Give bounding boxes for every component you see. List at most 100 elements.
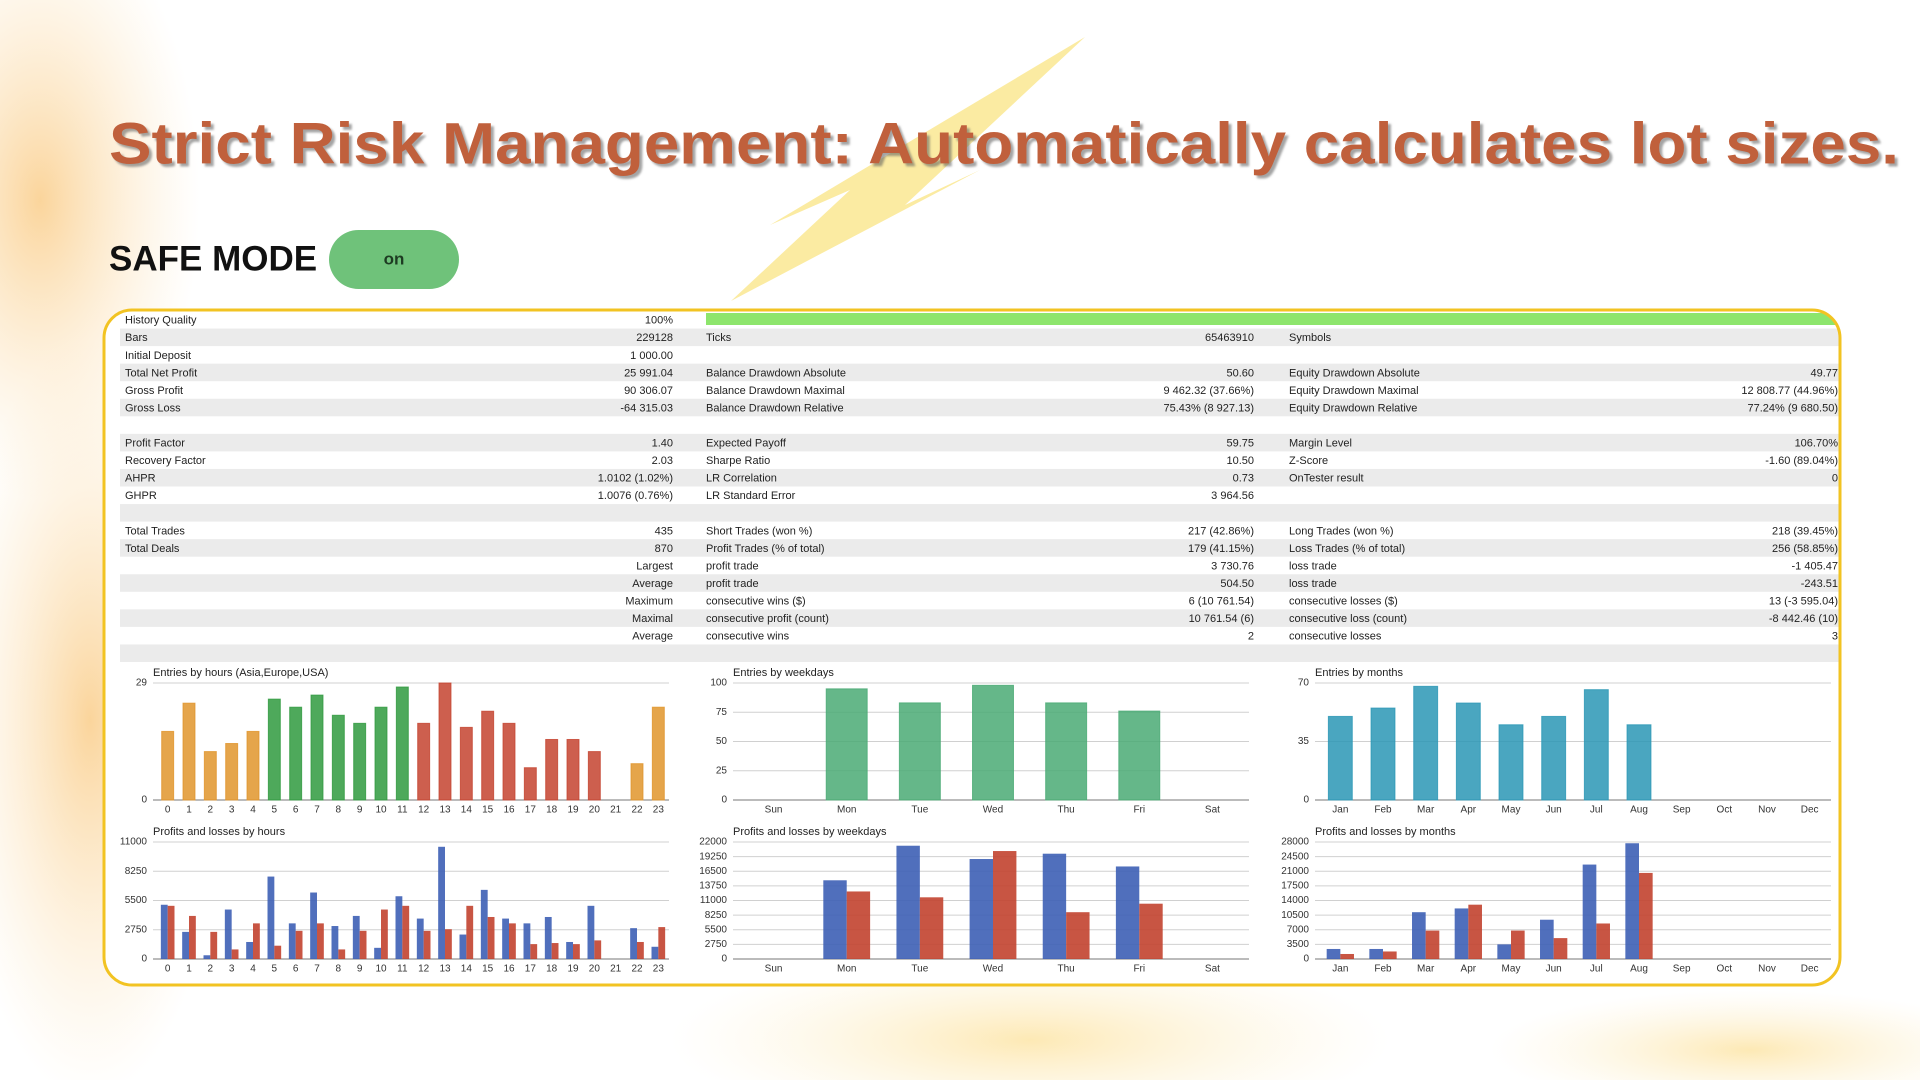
chart: Profits and losses by months 0 3500 7000 105… <box>1281 826 1831 975</box>
x-tick-label: Wed <box>983 805 1003 816</box>
report-label: consecutive losses <box>1289 631 1382 643</box>
row-stripe <box>120 539 1840 557</box>
bar <box>630 763 644 801</box>
bar <box>352 915 360 959</box>
x-tick-label: 7 <box>314 964 320 975</box>
bar <box>487 916 495 959</box>
bar <box>402 905 410 959</box>
chart-title: Entries by hours (Asia,Europe,USA) <box>153 667 328 679</box>
report-value: 3 <box>1832 631 1838 643</box>
report-label: consecutive profit (count) <box>706 613 829 625</box>
y-tick-label: 0 <box>1303 795 1309 806</box>
bar <box>374 706 388 801</box>
report-value: -8 442.46 (10) <box>1769 613 1838 625</box>
x-tick-label: Thu <box>1058 964 1075 975</box>
x-tick-label: Dec <box>1801 805 1819 816</box>
x-tick-label: 9 <box>357 805 363 816</box>
report-label: LR Standard Error <box>706 490 796 502</box>
x-tick-label: May <box>1502 805 1521 816</box>
x-tick-label: Apr <box>1461 964 1477 975</box>
bar <box>1468 904 1482 959</box>
report-label: profit trade <box>706 560 759 572</box>
x-tick-label: 15 <box>482 805 494 816</box>
report-value: 100% <box>645 315 673 327</box>
row-stripe <box>120 398 1840 417</box>
y-tick-label: 21000 <box>1281 866 1309 877</box>
x-tick-label: 2 <box>208 805 214 816</box>
report-value: Average <box>632 631 673 643</box>
chart-title: Profits and losses by months <box>1315 826 1456 838</box>
bar <box>573 944 580 959</box>
chart-title: Entries by weekdays <box>733 667 834 679</box>
report-value: 10.50 <box>1226 455 1254 467</box>
bar <box>466 905 474 959</box>
bar <box>459 726 473 801</box>
x-tick-label: Aug <box>1630 964 1648 975</box>
bar <box>1511 930 1525 959</box>
bar <box>1498 724 1524 801</box>
chart-title: Entries by months <box>1315 667 1404 679</box>
bar <box>1115 866 1140 959</box>
bar <box>993 851 1017 959</box>
report-label: Recovery Factor <box>125 455 206 467</box>
x-tick-label: 10 <box>375 964 387 975</box>
report-value: 2.03 <box>652 455 673 467</box>
bar <box>545 738 559 801</box>
x-tick-label: 8 <box>336 805 342 816</box>
report-label: History Quality <box>125 315 197 327</box>
x-tick-label: Wed <box>983 964 1003 975</box>
y-tick-label: 22000 <box>699 837 727 848</box>
report-table: History Quality 100% Bars 229128 Ticks 654639… <box>120 315 1840 662</box>
bar <box>381 909 388 959</box>
y-tick-label: 10500 <box>1281 910 1309 921</box>
report-label: Balance Drawdown Relative <box>706 402 844 414</box>
row-stripe <box>120 433 1840 452</box>
x-tick-label: Mon <box>837 964 856 975</box>
report-label: GHPR <box>125 490 157 502</box>
report-label: Expected Payoff <box>706 438 787 450</box>
bar <box>1139 903 1163 959</box>
bar <box>359 930 367 959</box>
toggle[interactable]: on <box>329 230 459 289</box>
bar <box>417 722 431 801</box>
bar <box>295 930 303 959</box>
bar <box>1340 953 1354 959</box>
bar <box>651 946 659 959</box>
bar <box>1370 707 1396 801</box>
toggle-state[interactable]: on <box>384 249 405 268</box>
report-value: -243.51 <box>1801 578 1838 590</box>
report-label: OnTester result <box>1289 473 1364 485</box>
report-label: Equity Drawdown Relative <box>1289 402 1417 414</box>
bar <box>395 686 409 801</box>
report-label: Gross Profit <box>125 385 183 397</box>
bar <box>203 751 217 801</box>
bar <box>246 730 260 801</box>
bar <box>224 909 232 959</box>
x-tick-label: 13 <box>439 964 451 975</box>
y-tick-label: 8250 <box>705 910 728 921</box>
bar <box>1045 702 1088 801</box>
y-tick-label: 25 <box>716 765 728 776</box>
y-tick-label: 2750 <box>125 924 148 935</box>
x-tick-label: 22 <box>631 964 643 975</box>
bar <box>267 876 275 959</box>
x-tick-label: Sun <box>765 964 783 975</box>
bar <box>1412 912 1426 959</box>
bar <box>160 904 168 959</box>
report-value: 13 (-3 595.04) <box>1769 595 1838 607</box>
bar <box>1626 724 1652 801</box>
bar <box>919 897 944 959</box>
toggle-track[interactable] <box>329 230 459 289</box>
bar <box>395 896 403 959</box>
report-value: 106.70% <box>1795 438 1839 450</box>
chart-title: Profits and losses by hours <box>153 826 286 838</box>
report-value: 256 (58.85%) <box>1772 543 1838 555</box>
x-tick-label: 22 <box>631 805 643 816</box>
y-tick-label: 75 <box>716 707 728 718</box>
bar <box>317 923 324 959</box>
report-label: Margin Level <box>1289 438 1352 450</box>
bar <box>969 859 993 959</box>
row-stripe <box>120 574 1840 592</box>
x-tick-label: 9 <box>357 964 363 975</box>
